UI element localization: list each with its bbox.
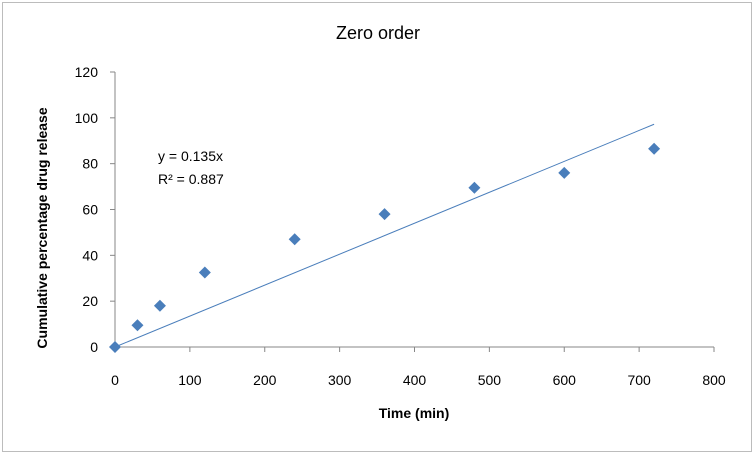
x-tick-label: 800 <box>702 372 726 388</box>
y-tick-label: 120 <box>75 64 99 80</box>
data-point <box>558 166 571 179</box>
y-axis-label: Cumulative percentage drug release <box>34 107 50 348</box>
x-ticks: 0 100 200 300 400 500 600 700 800 <box>111 347 726 388</box>
data-point <box>153 299 166 312</box>
trendline-equation: y = 0.135x <box>158 148 223 164</box>
y-tick-label: 100 <box>75 110 99 126</box>
x-tick-label: 500 <box>478 372 502 388</box>
data-point <box>109 341 121 353</box>
chart-frame <box>2 2 752 452</box>
data-point <box>648 142 661 155</box>
data-point <box>378 208 391 221</box>
trendline <box>114 123 655 348</box>
x-axis-label: Time (min) <box>379 405 450 421</box>
data-point <box>288 233 301 246</box>
data-point <box>468 181 481 194</box>
axes <box>114 72 714 348</box>
x-tick-label: 100 <box>178 372 202 388</box>
x-tick-label: 400 <box>403 372 427 388</box>
y-tick-label: 0 <box>90 339 98 355</box>
y-tick-label: 80 <box>82 156 98 172</box>
x-tick-label: 700 <box>627 372 651 388</box>
data-point <box>198 266 211 279</box>
y-tick-label: 60 <box>82 202 98 218</box>
x-tick-label: 0 <box>111 372 119 388</box>
trendline-r-squared: R² = 0.887 <box>158 171 224 187</box>
data-point <box>131 319 144 332</box>
x-tick-label: 600 <box>553 372 577 388</box>
x-tick-label: 200 <box>253 372 277 388</box>
x-tick-label: 300 <box>328 372 352 388</box>
trendline-group <box>114 123 655 348</box>
y-tick-label: 20 <box>82 293 98 309</box>
data-points <box>109 142 661 353</box>
y-tick-label: 40 <box>82 247 98 263</box>
y-ticks: 0 20 40 60 80 100 120 <box>75 64 115 355</box>
chart-title: Zero order <box>336 23 420 43</box>
